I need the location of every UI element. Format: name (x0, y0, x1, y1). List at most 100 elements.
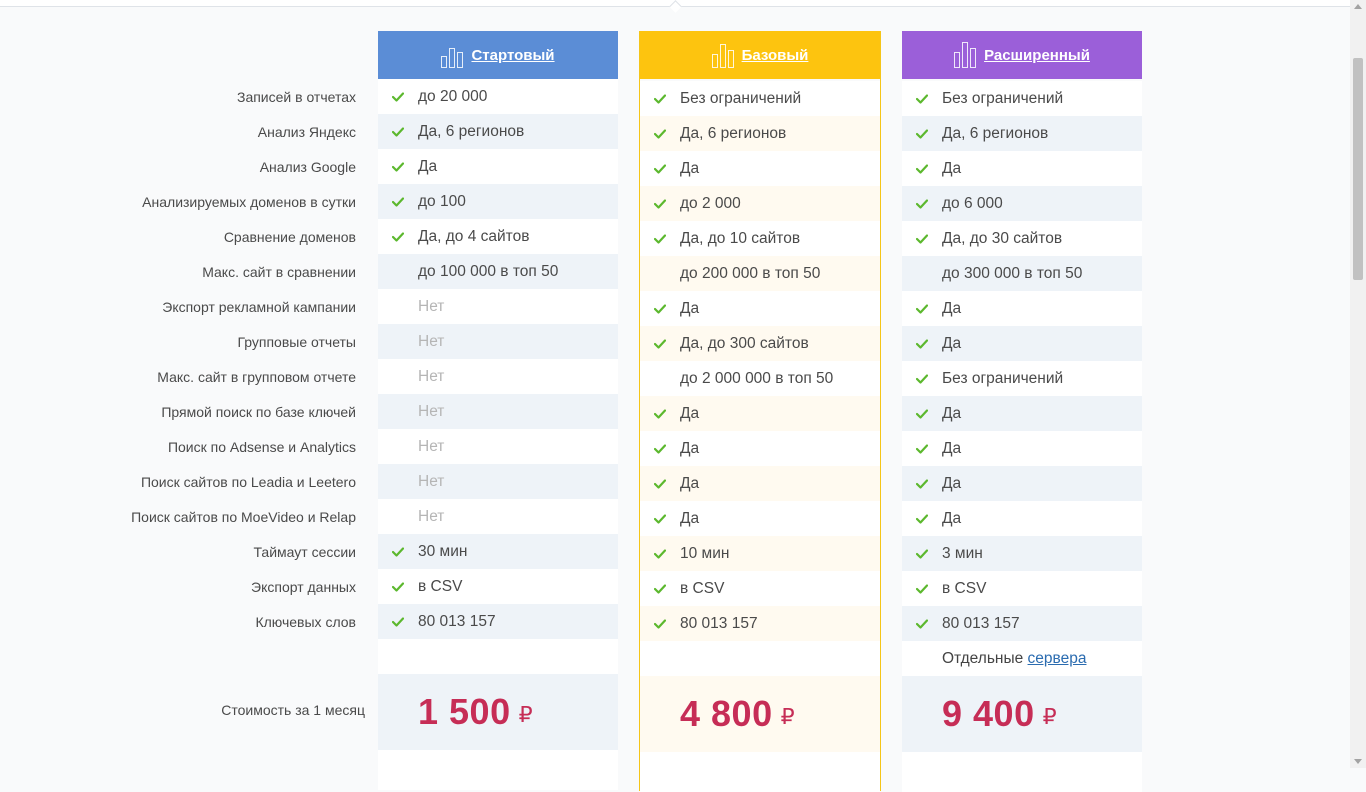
price-block: 4 800 ₽ (640, 676, 880, 752)
check-icon (640, 303, 680, 314)
plan-row: Да (640, 431, 880, 466)
plan-row: в CSV (640, 571, 880, 606)
feature-label: Анализ Google (259, 158, 356, 175)
feature-label: Макс. сайт в сравнении (202, 263, 356, 280)
check-icon (378, 161, 418, 172)
plan-row: в CSV (902, 571, 1142, 606)
plan-row: Нет (378, 394, 618, 429)
plan-row: Да (902, 431, 1142, 466)
plan-row-value: 10 мин (680, 544, 730, 562)
plan-row-value: Да (680, 474, 700, 492)
check-icon (640, 408, 680, 419)
plan-row-value: 30 мин (418, 542, 468, 560)
plan-row-value: Без ограничений (942, 369, 1064, 387)
plan-row: Нет (378, 359, 618, 394)
plan-row-value: Без ограничений (942, 89, 1064, 107)
plan-row: 3 мин (902, 536, 1142, 571)
plan-row: 30 мин (378, 534, 618, 569)
check-icon (902, 408, 942, 419)
plan-row: Без ограничений (902, 81, 1142, 116)
feature-label: Экспорт данных (251, 578, 356, 595)
plan-header[interactable]: Стартовый (378, 31, 618, 79)
plan-row: 80 013 157 (378, 604, 618, 639)
scroll-down-arrow[interactable] (1354, 759, 1362, 764)
plan-row-value: до 2 000 (680, 194, 741, 212)
plan-row-value: в CSV (418, 577, 463, 595)
check-icon (378, 581, 418, 592)
plan-row: Нет (378, 429, 618, 464)
check-icon (640, 583, 680, 594)
plan-title-link[interactable]: Расширенный (984, 46, 1090, 64)
plan-row: до 2 000 (640, 186, 880, 221)
price-value: 1 500 (418, 691, 511, 732)
ruble-sign: ₽ (780, 704, 795, 729)
check-icon (640, 233, 680, 244)
plan-row: Да, до 300 сайтов (640, 326, 880, 361)
servers-link[interactable]: сервера (1027, 649, 1087, 667)
plan-row-value: Да (680, 439, 700, 457)
plan-row-value: Нет (418, 297, 445, 315)
plan-row-value: до 200 000 в топ 50 (680, 264, 821, 282)
plan-row: Да (640, 501, 880, 536)
plan-row: Нет (378, 324, 618, 359)
plan-row-value: Нет (418, 367, 445, 385)
check-icon (640, 338, 680, 349)
check-icon (640, 618, 680, 629)
feature-labels: Записей в отчетах Анализ Яндекс Анализ G… (0, 79, 356, 639)
plan-row: Да (902, 326, 1142, 361)
buildings-icon (954, 42, 977, 68)
extra-prefix: Отдельные (942, 649, 1024, 667)
plan-row: Без ограничений (640, 81, 880, 116)
buildings-icon (441, 42, 464, 68)
check-icon (902, 478, 942, 489)
scroll-up-arrow[interactable] (1354, 4, 1362, 9)
plan-row-value: Нет (418, 507, 445, 525)
check-icon (902, 618, 942, 629)
plan-row: Да (640, 151, 880, 186)
check-icon (378, 546, 418, 557)
feature-label: Записей в отчетах (236, 88, 356, 105)
plan-row: до 2 000 000 в топ 50 (640, 361, 880, 396)
feature-label: Поиск по Adsense и Analytics (167, 438, 356, 455)
check-icon (902, 233, 942, 244)
feature-label: Поиск сайтов по MoeVideo и Relap (131, 508, 356, 525)
scrollbar[interactable] (1350, 0, 1366, 768)
plan-row-value: Да (942, 439, 962, 457)
feature-label: Сравнение доменов (223, 228, 356, 245)
feature-label: Анализ Яндекс (257, 123, 356, 140)
plan-header[interactable]: Базовый (640, 31, 880, 79)
check-icon (902, 548, 942, 559)
plan-row-value: до 20 000 (418, 87, 488, 105)
scroll-thumb[interactable] (1353, 58, 1363, 280)
check-icon (902, 128, 942, 139)
price-block: 9 400 ₽ (902, 676, 1142, 752)
plan-base: Базовый Без ограничений Да, 6 регионов Да д… (639, 31, 881, 792)
plan-footer (902, 752, 1142, 792)
plan-row-value: Да (680, 509, 700, 527)
feature-label: Ключевых слов (255, 613, 356, 630)
plan-title-link[interactable]: Стартовый (471, 46, 555, 64)
plan-row: Нет (378, 464, 618, 499)
plan-row-value: Да, до 30 сайтов (942, 229, 1063, 247)
top-bar (0, 0, 1350, 13)
check-icon (640, 198, 680, 209)
plan-row-value: 80 013 157 (418, 612, 496, 630)
plan-title-link[interactable]: Базовый (741, 46, 809, 64)
plan-header[interactable]: Расширенный (902, 31, 1142, 79)
check-icon (378, 231, 418, 242)
plan-row-value: Да (680, 404, 700, 422)
check-icon (378, 91, 418, 102)
plan-row: 10 мин (640, 536, 880, 571)
plan-row: Да, 6 регионов (378, 114, 618, 149)
plan-row-value: Да (942, 509, 962, 527)
price-value: 4 800 (680, 693, 773, 734)
plan-extra-row: Отдельные сервера (902, 641, 1142, 676)
plan-row: Да (902, 501, 1142, 536)
check-icon (902, 513, 942, 524)
plan-row: Да (902, 151, 1142, 186)
plan-row: Да, до 30 сайтов (902, 221, 1142, 256)
plan-row: Да (902, 396, 1142, 431)
plan-row: Нет (378, 499, 618, 534)
plan-row-value: до 6 000 (942, 194, 1003, 212)
check-icon (378, 196, 418, 207)
